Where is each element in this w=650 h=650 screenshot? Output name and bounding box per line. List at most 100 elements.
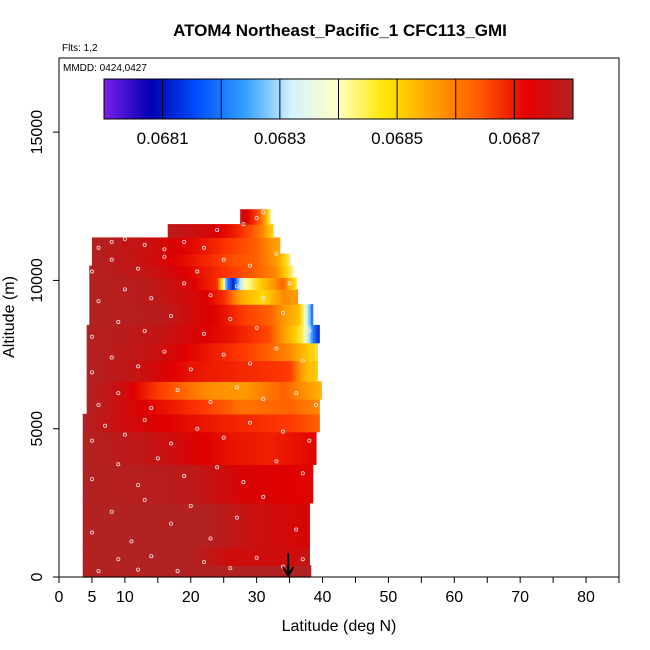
heatmap-cell <box>172 253 176 267</box>
heatmap-cell <box>234 304 238 326</box>
heatmap-cell <box>287 324 291 344</box>
heatmap-cell <box>209 304 213 326</box>
heatmap-cell <box>197 342 201 362</box>
heatmap-cell <box>251 431 254 465</box>
heatmap-cell <box>192 342 196 362</box>
heatmap-cell <box>128 237 132 255</box>
heatmap-cell <box>181 565 185 578</box>
heatmap-cell <box>227 413 231 433</box>
heatmap-cell <box>246 265 250 279</box>
heatmap-cell <box>257 547 261 566</box>
heatmap-cell <box>108 431 111 465</box>
heatmap-cell <box>167 360 171 382</box>
heatmap-cell <box>130 265 134 279</box>
heatmap-cell <box>160 289 164 305</box>
heatmap-cell <box>275 324 279 344</box>
colorbar-tick-label: 0.0685 <box>371 129 423 148</box>
heatmap-cell <box>262 431 266 465</box>
x-tick-label: 60 <box>445 589 463 606</box>
heatmap-cell <box>282 324 286 344</box>
heatmap-cell <box>100 324 104 344</box>
heatmap-cell <box>135 360 138 382</box>
heatmap-cell <box>255 277 259 290</box>
heatmap-cell <box>89 464 93 504</box>
heatmap-cell <box>299 431 303 465</box>
heatmap-cell <box>110 265 113 279</box>
heatmap-cell <box>163 289 166 305</box>
heatmap-cell <box>262 304 266 326</box>
heatmap-cell <box>278 277 282 290</box>
heatmap-cell <box>171 324 175 344</box>
heatmap-cell <box>255 253 259 267</box>
heatmap-cell <box>201 324 205 344</box>
heatmap-cell <box>117 547 121 566</box>
heatmap-cell <box>278 565 282 578</box>
heatmap-cell <box>98 464 102 504</box>
heatmap-cell <box>195 381 198 400</box>
heatmap-cell <box>131 502 135 548</box>
heatmap-cell <box>177 464 181 504</box>
heatmap-cell <box>292 265 294 279</box>
heatmap-cell <box>248 413 252 433</box>
heatmap-cell <box>103 253 107 267</box>
heatmap-cell <box>87 431 91 465</box>
sample-point <box>300 358 305 363</box>
heatmap-cell <box>257 265 261 279</box>
heatmap-cell <box>278 399 281 415</box>
heatmap-cell <box>299 547 303 566</box>
heatmap-cell <box>216 304 220 326</box>
heatmap-cell <box>165 237 169 255</box>
heatmap-cell <box>299 413 303 433</box>
heatmap-cell <box>153 277 157 290</box>
heatmap-cell <box>238 342 242 362</box>
heatmap-cell <box>218 277 222 290</box>
heatmap-cell <box>257 289 261 305</box>
heatmap-cell <box>243 224 247 239</box>
heatmap-cell <box>291 381 295 400</box>
heatmap-cell <box>188 399 192 415</box>
heatmap-cell <box>285 253 289 267</box>
heatmap-cell <box>216 237 220 255</box>
heatmap-cell <box>161 547 165 566</box>
heatmap-cell <box>195 237 199 255</box>
heatmap-cell <box>234 237 238 255</box>
heatmap-cell <box>167 289 171 305</box>
heatmap-cell <box>209 547 213 566</box>
heatmap-cell <box>262 277 266 290</box>
heatmap-cell <box>139 342 143 362</box>
heatmap-cell <box>262 547 266 566</box>
heatmap-cell <box>142 547 146 566</box>
heatmap-cell <box>95 324 99 344</box>
heatmap-cell <box>181 502 185 548</box>
heatmap-cell <box>131 431 135 465</box>
heatmap-cell <box>165 253 169 267</box>
heatmap-cell <box>198 502 201 548</box>
heatmap-cell <box>179 289 183 305</box>
heatmap-cell <box>200 565 204 578</box>
heatmap-cell <box>211 224 215 239</box>
heatmap-cell <box>107 360 111 382</box>
heatmap-cell <box>93 399 97 415</box>
heatmap-cell <box>110 464 114 504</box>
heatmap-cell <box>249 209 253 225</box>
heatmap-cell <box>193 502 197 548</box>
heatmap-cell <box>234 413 238 433</box>
heatmap-cell <box>221 565 224 578</box>
heatmap-cell <box>253 547 257 566</box>
heatmap-cell <box>186 253 190 267</box>
heatmap-cell <box>170 277 173 290</box>
heatmap-cell <box>269 502 273 548</box>
sample-point <box>201 560 206 565</box>
heatmap-cell <box>220 360 224 382</box>
heatmap-cell <box>126 237 130 255</box>
heatmap-cell <box>172 289 176 305</box>
heatmap-cell <box>177 502 181 548</box>
heatmap-cell <box>237 413 241 433</box>
heatmap-cell <box>130 342 134 362</box>
heatmap-cell <box>289 381 293 400</box>
heatmap-cell <box>112 502 116 548</box>
heatmap-cell <box>183 289 187 305</box>
heatmap-cell <box>142 502 146 548</box>
heatmap-cell <box>137 399 141 415</box>
heatmap-cell <box>85 565 88 578</box>
